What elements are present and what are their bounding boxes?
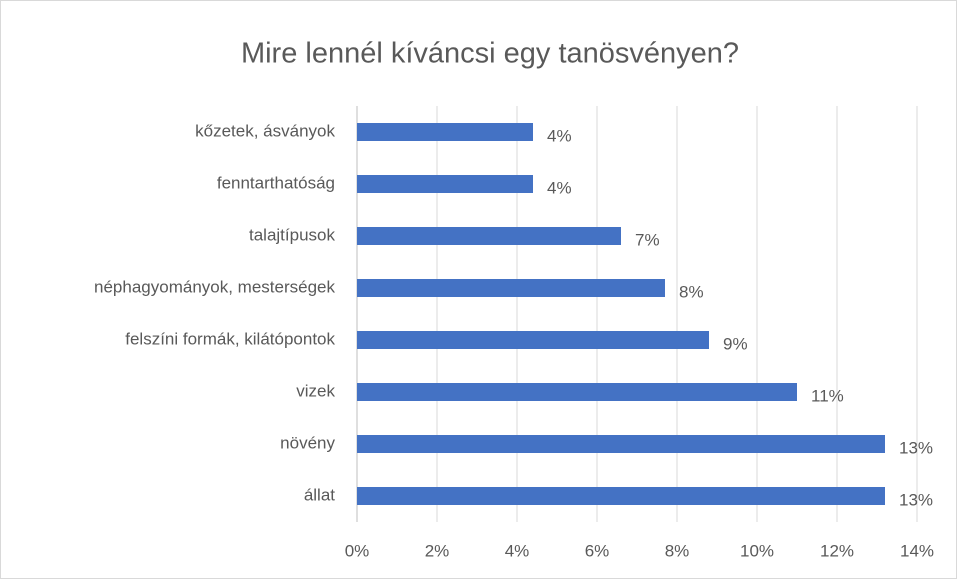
- y-tick-label: talajtípusok: [249, 225, 335, 244]
- data-label: 4%: [547, 126, 572, 145]
- x-tick-label: 2%: [425, 541, 450, 560]
- y-tick-label: állat: [304, 485, 335, 504]
- y-tick-label: felszíni formák, kilátópontok: [125, 329, 335, 348]
- bar: [357, 331, 709, 349]
- data-label: 9%: [723, 334, 748, 353]
- x-tick-label: 12%: [820, 541, 854, 560]
- bar: [357, 487, 885, 505]
- chart-title: Mire lennél kíváncsi egy tanösvényen?: [241, 38, 739, 70]
- data-label: 7%: [635, 230, 660, 249]
- data-label: 4%: [547, 178, 572, 197]
- x-tick-label: 14%: [900, 541, 934, 560]
- data-label: 13%: [899, 438, 933, 457]
- y-tick-label: fenntarthatóság: [217, 173, 335, 192]
- x-tick-label: 8%: [665, 541, 690, 560]
- y-tick-label: vizek: [296, 381, 335, 400]
- y-tick-label: növény: [280, 433, 335, 452]
- bar: [357, 175, 533, 193]
- y-tick-label: néphagyományok, mesterségek: [94, 277, 335, 296]
- bar: [357, 227, 621, 245]
- data-label: 13%: [899, 490, 933, 509]
- x-tick-label: 6%: [585, 541, 610, 560]
- data-label: 11%: [811, 386, 844, 405]
- bar: [357, 435, 885, 453]
- data-label: 8%: [679, 282, 704, 301]
- x-tick-label: 4%: [505, 541, 530, 560]
- y-tick-label: kőzetek, ásványok: [195, 121, 335, 140]
- bar: [357, 383, 797, 401]
- x-tick-label: 0%: [345, 541, 370, 560]
- bar: [357, 123, 533, 141]
- bar: [357, 279, 665, 297]
- x-tick-label: 10%: [740, 541, 774, 560]
